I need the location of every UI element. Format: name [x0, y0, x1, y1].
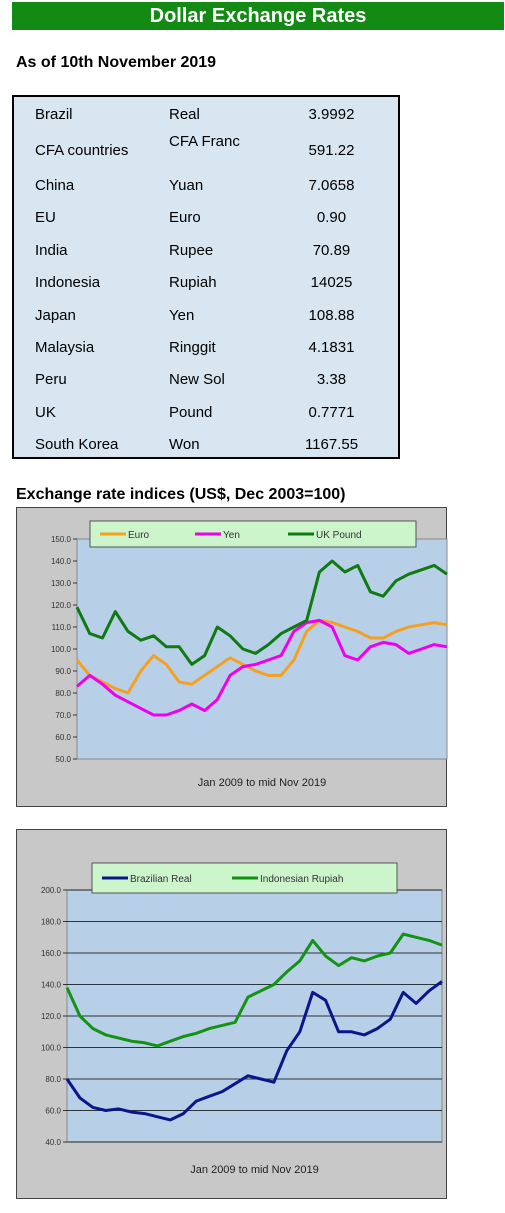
y-tick-label: 110.0 [52, 623, 72, 632]
rate-value-cell: 0.7771 [308, 404, 355, 421]
legend-label: Euro [128, 530, 150, 541]
series-line [65, 932, 443, 1048]
country-cell: Brazil [35, 106, 73, 123]
currency-cell: Euro [169, 209, 201, 226]
as-of-date: As of 10th November 2019 [16, 54, 217, 71]
y-tick-label: 70.0 [55, 711, 71, 720]
currency-cell: Pound [169, 404, 213, 421]
currency-cell: Real [169, 106, 200, 123]
legend-label: Yen [223, 530, 240, 541]
rate-value-cell: 3.38 [316, 371, 347, 388]
chart-svg: 200.0 180.0 160.0 140.0 120.0 100.0 80.0 60.0 40… [41, 862, 443, 1176]
rate-value-cell: 1167.55 [304, 436, 359, 453]
legend-label: Brazilian Real [130, 874, 192, 885]
y-tick-label: 100.0 [51, 645, 72, 654]
indices-heading: Exchange rate indices (US$, Dec 2003=100… [16, 486, 346, 503]
chart-euro-yen-pound: 150.0 140.0 130.0 120.0 110.0 100.0 90.0 80.0 70… [16, 507, 448, 807]
rate-value-cell: 3.9992 [308, 106, 355, 123]
country-cell: Malaysia [35, 339, 95, 356]
y-tick-label: 80.0 [55, 689, 71, 698]
currency-cell: Yen [169, 307, 195, 324]
currency-cell: Rupee [169, 242, 214, 259]
currency-cell: Won [169, 436, 200, 453]
country-cell: EU [35, 209, 56, 226]
currency-cell: Rupiah [169, 274, 217, 291]
y-tick-label: 90.0 [55, 667, 71, 676]
title-banner: Dollar Exchange Rates [12, 2, 504, 30]
rate-value-cell: 4.1831 [308, 339, 355, 356]
legend-label: Indonesian Rupiah [260, 874, 343, 885]
x-axis-label: Jan 2009 to mid Nov 2019 [198, 777, 326, 789]
y-tick-label: 60.0 [45, 1107, 61, 1116]
country-cell: China [35, 177, 75, 194]
x-axis-label: Jan 2009 to mid Nov 2019 [190, 1164, 318, 1176]
currency-cell: Yuan [169, 177, 204, 194]
country-cell: CFA countries [35, 142, 129, 159]
y-tick-label: 60.0 [55, 733, 71, 742]
y-tick-label: 150.0 [51, 535, 72, 544]
currency-cell: New Sol [169, 371, 225, 388]
rate-value-cell: 0.90 [316, 209, 347, 226]
series-line [75, 618, 448, 695]
y-tick-label: 140.0 [51, 557, 72, 566]
y-tick-label: 180.0 [41, 918, 62, 927]
rate-value-cell: 7.0658 [308, 177, 355, 194]
series-line [75, 559, 448, 666]
y-tick-label: 120.0 [41, 1012, 62, 1021]
rate-value-cell: 108.88 [308, 307, 355, 324]
rate-value-cell: 14025 [310, 274, 353, 291]
y-tick-label: 40.0 [45, 1138, 61, 1147]
y-tick-label: 140.0 [41, 981, 62, 990]
y-tick-label: 50.0 [55, 755, 71, 764]
country-cell: Indonesia [35, 274, 101, 291]
chart-legend [89, 520, 417, 548]
country-cell: Japan [35, 307, 76, 324]
y-tick-label: 160.0 [41, 949, 62, 958]
chart-svg: 150.0 140.0 130.0 120.0 110.0 100.0 90.0 80.0 70… [51, 520, 448, 789]
country-cell: India [35, 242, 68, 259]
y-tick-label: 200.0 [41, 886, 62, 895]
country-cell: Peru [35, 371, 67, 388]
y-tick-label: 120.0 [51, 601, 72, 610]
country-cell: UK [35, 404, 56, 421]
series-line [65, 980, 443, 1122]
currency-cell: CFA Franc [169, 133, 240, 150]
page-title: Dollar Exchange Rates [149, 4, 367, 27]
country-cell: South Korea [35, 436, 119, 453]
legend-label: UK Pound [316, 530, 362, 541]
rate-value-cell: 591.22 [308, 142, 355, 159]
currency-cell: Ringgit [169, 339, 216, 356]
y-tick-label: 100.0 [41, 1044, 62, 1053]
series-line [76, 618, 448, 717]
rate-value-cell: 70.89 [312, 242, 351, 259]
y-tick-label: 80.0 [45, 1075, 61, 1084]
y-tick-label: 130.0 [51, 579, 72, 588]
chart-real-rupiah: 200.0 180.0 160.0 140.0 120.0 100.0 80.0 60.0 40… [16, 829, 447, 1199]
exchange-rate-table: Brazil Real 3.9992 CFA countries CFA Franc 59… [12, 95, 400, 459]
